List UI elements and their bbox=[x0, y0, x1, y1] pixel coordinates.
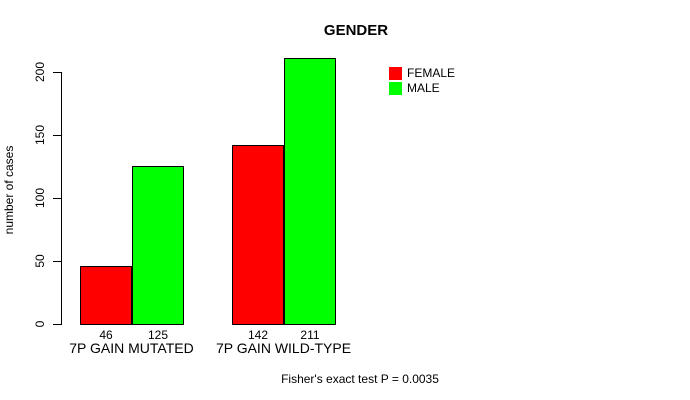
y-tick bbox=[53, 72, 61, 73]
y-tick-label: 200 bbox=[33, 61, 47, 83]
y-axis-line bbox=[61, 72, 62, 325]
legend-label: FEMALE bbox=[407, 66, 456, 80]
legend-item-female: FEMALE bbox=[389, 66, 455, 81]
y-tick-label: 50 bbox=[33, 254, 47, 268]
y-axis-label: number of cases bbox=[2, 145, 16, 235]
bar-value-label: 211 bbox=[300, 328, 320, 342]
legend-swatch-male bbox=[389, 82, 402, 95]
chart-title: GENDER bbox=[323, 22, 389, 39]
legend-item-male: MALE bbox=[389, 81, 455, 96]
annotation-text: Fisher's exact test P = 0.0035 bbox=[281, 372, 439, 386]
legend: FEMALE MALE bbox=[389, 66, 455, 96]
bar-value-label: 125 bbox=[147, 328, 169, 342]
y-tick bbox=[53, 135, 61, 136]
category-label: 7P GAIN MUTATED bbox=[69, 340, 194, 356]
y-tick bbox=[53, 198, 61, 199]
y-tick-label: 0 bbox=[33, 320, 47, 328]
bar-value-label: 46 bbox=[99, 328, 113, 342]
bar-male-1 bbox=[132, 166, 184, 325]
legend-label: MALE bbox=[407, 81, 440, 95]
bar-male-2 bbox=[284, 58, 336, 325]
y-tick bbox=[53, 324, 61, 325]
legend-swatch-female bbox=[389, 67, 402, 80]
y-tick-label: 100 bbox=[33, 187, 47, 209]
y-tick bbox=[53, 261, 61, 262]
bar-value-label: 142 bbox=[247, 328, 269, 342]
category-label: 7P GAIN WILD-TYPE bbox=[215, 340, 352, 356]
bar-female-2 bbox=[232, 145, 284, 325]
y-tick-label: 150 bbox=[33, 124, 47, 146]
bar-female-1 bbox=[80, 266, 132, 325]
